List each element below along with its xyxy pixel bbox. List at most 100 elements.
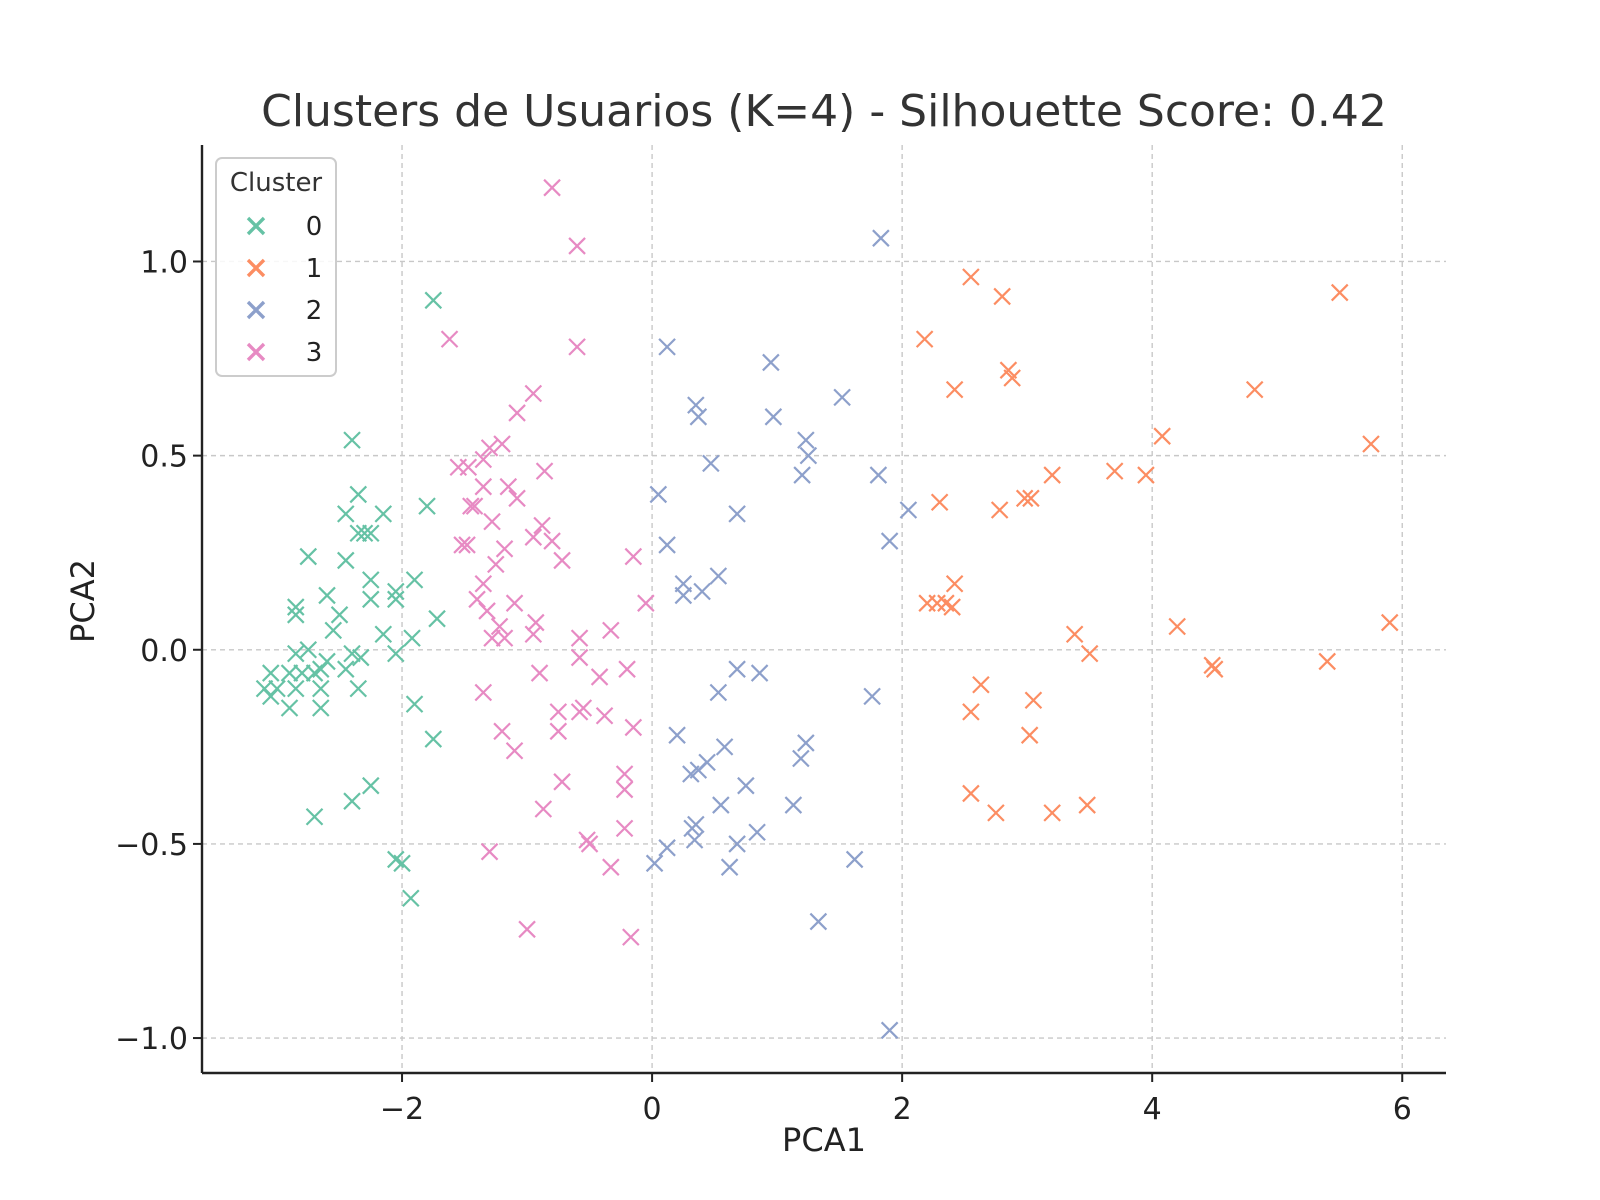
data-point — [355, 524, 374, 543]
data-point — [534, 800, 553, 818]
legend-marker — [246, 342, 266, 362]
data-point — [387, 644, 405, 663]
data-point — [549, 703, 568, 721]
data-point — [943, 598, 961, 616]
data-point — [622, 928, 640, 946]
data-point — [402, 889, 420, 908]
data-point — [990, 501, 1009, 519]
data-point — [349, 485, 368, 504]
legend-label: 2 — [306, 296, 323, 326]
data-point — [809, 912, 828, 931]
data-point — [458, 536, 476, 554]
data-point — [1330, 283, 1349, 302]
data-point — [618, 660, 636, 678]
data-point — [280, 664, 299, 682]
data-point — [863, 687, 881, 706]
data-point — [524, 625, 543, 644]
data-point — [668, 726, 686, 744]
data-point — [674, 586, 693, 605]
y-tick-label: −0.5 — [115, 828, 188, 863]
data-point — [615, 780, 634, 799]
legend: Cluster 0 1 2 3 — [215, 157, 337, 377]
data-point — [495, 540, 514, 558]
data-point — [869, 466, 888, 484]
data-point — [403, 629, 421, 647]
data-point — [568, 338, 586, 356]
data-point — [480, 842, 499, 861]
data-point — [286, 606, 305, 624]
data-point — [337, 505, 355, 523]
data-point — [405, 695, 424, 713]
y-tick-label: 0.5 — [140, 440, 188, 475]
data-point — [424, 291, 443, 310]
axes-layer — [200, 145, 1446, 1075]
data-point — [374, 625, 393, 644]
series-2 — [645, 229, 918, 1040]
data-point — [764, 408, 783, 426]
data-point — [709, 683, 728, 702]
data-point — [1205, 660, 1224, 678]
data-point — [343, 792, 361, 810]
data-point — [615, 819, 634, 838]
data-point — [590, 668, 609, 686]
data-point — [453, 536, 471, 554]
data-point — [658, 536, 676, 554]
y-tick-label: −1.0 — [115, 1022, 188, 1057]
data-point — [1020, 726, 1039, 744]
data-point — [286, 644, 305, 663]
x-tick-label: 4 — [1143, 1092, 1162, 1127]
data-point — [720, 858, 739, 876]
data-point — [712, 796, 730, 814]
legend-label: 0 — [306, 212, 323, 242]
data-point — [533, 516, 551, 535]
data-point — [762, 353, 780, 372]
data-point — [553, 551, 571, 570]
data-point — [915, 330, 934, 348]
data-point — [993, 287, 1011, 306]
data-point — [280, 699, 299, 717]
data-point — [797, 734, 815, 752]
data-point — [349, 524, 368, 543]
data-point — [880, 1021, 899, 1040]
data-point — [374, 505, 393, 523]
data-point — [1015, 489, 1034, 508]
ticks-layer: −2 0 2 4 6 −1.0 −0.5 0.0 0.5 1.0 — [115, 245, 1412, 1127]
data-point — [1153, 427, 1171, 445]
data-point — [474, 450, 493, 469]
legend-box — [215, 157, 337, 377]
data-point — [899, 501, 918, 519]
data-point — [750, 664, 769, 682]
data-point — [505, 741, 524, 760]
y-axis-label: PCA2 — [64, 559, 102, 643]
data-point — [1318, 652, 1337, 671]
data-point — [293, 664, 311, 682]
data-point — [349, 679, 368, 698]
data-point — [508, 489, 526, 508]
data-point — [1362, 435, 1380, 453]
series-0 — [255, 291, 446, 908]
data-point — [570, 703, 589, 721]
data-point — [478, 602, 496, 620]
points-layer — [255, 178, 1399, 1040]
data-point — [792, 749, 810, 768]
x-tick-label: 2 — [893, 1092, 912, 1127]
data-point — [737, 776, 755, 795]
data-point — [465, 497, 484, 515]
data-point — [483, 629, 501, 647]
data-point — [930, 493, 949, 511]
data-point — [658, 839, 676, 857]
data-point — [568, 237, 586, 255]
data-point — [553, 773, 571, 791]
data-point — [928, 594, 946, 612]
data-point — [1065, 625, 1084, 644]
data-point — [595, 707, 614, 725]
data-point — [962, 784, 980, 803]
data-point — [580, 835, 599, 853]
data-point — [483, 512, 501, 531]
data-point — [658, 338, 676, 356]
data-point — [468, 590, 486, 609]
data-point — [499, 477, 518, 496]
data-point — [945, 380, 964, 399]
data-point — [318, 586, 336, 605]
data-point — [474, 683, 493, 702]
